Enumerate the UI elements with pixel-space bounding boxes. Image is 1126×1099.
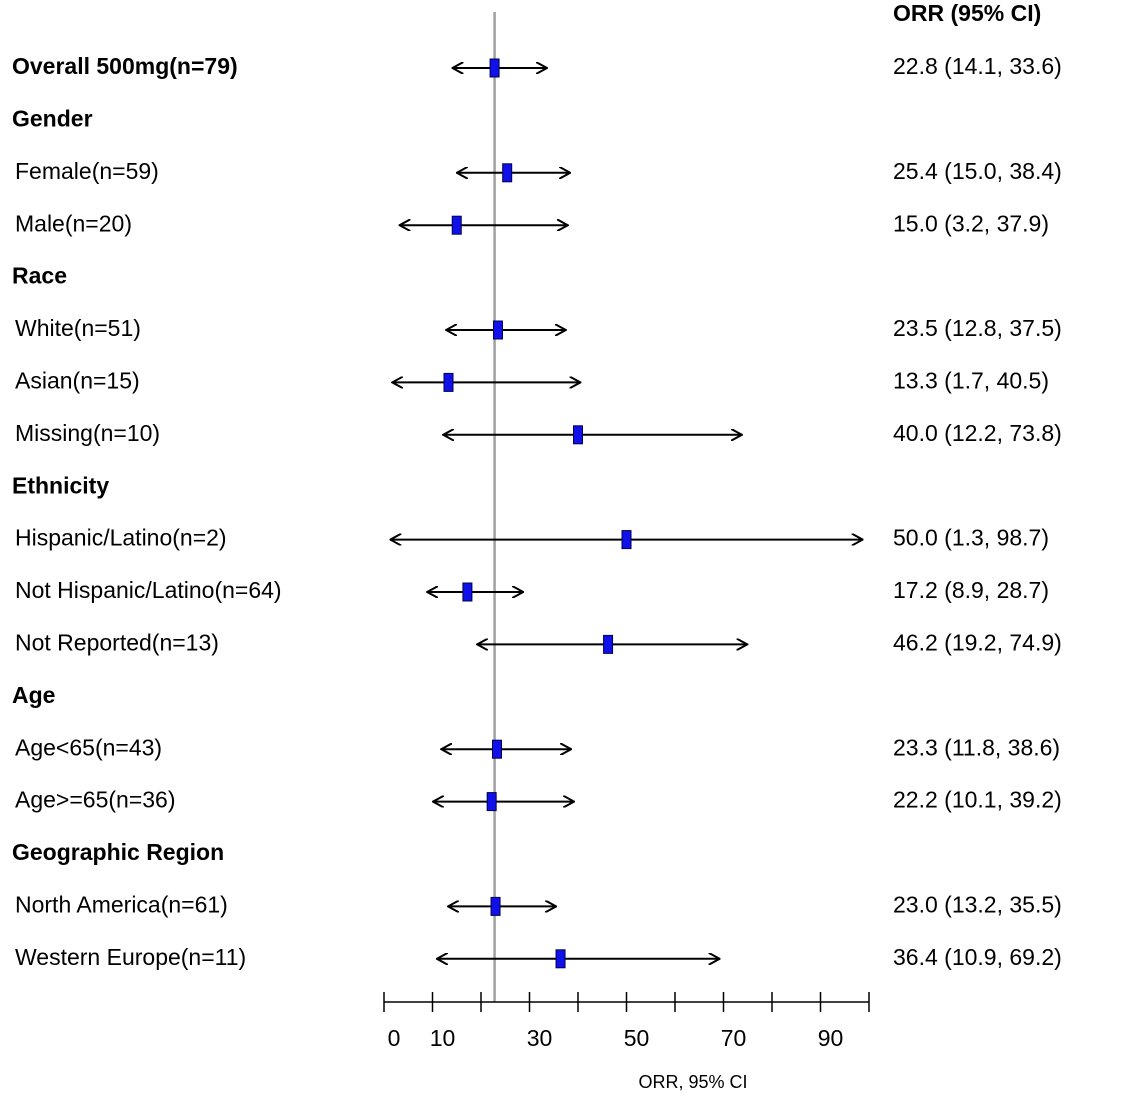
- point-estimate: [492, 739, 503, 759]
- ci-label: 22.8 (14.1, 33.6): [893, 53, 1062, 79]
- row-label: Female(n=59): [15, 158, 159, 184]
- row-label: Not Hispanic/Latino(n=64): [15, 577, 282, 603]
- ci-label: 36.4 (10.9, 69.2): [893, 944, 1062, 970]
- point-estimate: [451, 215, 462, 235]
- ci-label: 22.2 (10.1, 39.2): [893, 787, 1062, 813]
- x-tick-label: 30: [527, 1025, 553, 1051]
- point-estimate: [489, 58, 500, 78]
- point-estimate: [490, 896, 501, 916]
- row-label: Hispanic/Latino(n=2): [15, 525, 227, 551]
- row-label: Western Europe(n=11): [15, 944, 246, 970]
- ci-label: 13.3 (1.7, 40.5): [893, 367, 1049, 393]
- row-label: Age>=65(n=36): [15, 787, 176, 813]
- x-tick-label: 90: [818, 1025, 844, 1051]
- ci-label: 25.4 (15.0, 38.4): [893, 158, 1062, 184]
- ci-label: 23.5 (12.8, 37.5): [893, 315, 1062, 341]
- point-estimate: [603, 634, 614, 654]
- row-label: North America(n=61): [15, 891, 228, 917]
- row-label: Race: [12, 263, 67, 289]
- point-estimate: [621, 530, 632, 550]
- row-label: Geographic Region: [12, 839, 224, 865]
- ci-label: 15.0 (3.2, 37.9): [893, 210, 1049, 236]
- row-label: Male(n=20): [15, 210, 132, 236]
- row-label: Ethnicity: [12, 472, 109, 498]
- point-estimate: [462, 582, 473, 602]
- row-label: Asian(n=15): [15, 367, 140, 393]
- x-tick-label: 10: [430, 1025, 456, 1051]
- x-tick-label: 50: [624, 1025, 650, 1051]
- x-tick-label: 70: [721, 1025, 747, 1051]
- row-label: Age: [12, 682, 55, 708]
- row-label: Gender: [12, 105, 93, 131]
- row-label: Missing(n=10): [15, 420, 160, 446]
- ci-label: 46.2 (19.2, 74.9): [893, 629, 1062, 655]
- row-label: Age<65(n=43): [15, 734, 162, 760]
- row-label: White(n=51): [15, 315, 141, 341]
- x-axis-title: ORR, 95% CI: [638, 1072, 747, 1092]
- x-tick-label: 0: [388, 1025, 401, 1051]
- ci-label: 23.0 (13.2, 35.5): [893, 891, 1062, 917]
- row-label: Not Reported(n=13): [15, 629, 219, 655]
- row-label: Overall 500mg(n=79): [12, 53, 238, 79]
- point-estimate: [502, 163, 513, 183]
- point-estimate: [573, 425, 583, 445]
- ci-label: 50.0 (1.3, 98.7): [893, 525, 1049, 551]
- point-estimate: [443, 372, 454, 392]
- point-estimate: [492, 320, 503, 340]
- point-estimate: [555, 949, 566, 969]
- ci-label: 40.0 (12.2, 73.8): [893, 420, 1062, 446]
- point-estimate: [486, 792, 497, 812]
- ci-header: ORR (95% CI): [893, 0, 1041, 26]
- ci-label: 23.3 (11.8, 38.6): [893, 734, 1060, 760]
- ci-label: 17.2 (8.9, 28.7): [893, 577, 1049, 603]
